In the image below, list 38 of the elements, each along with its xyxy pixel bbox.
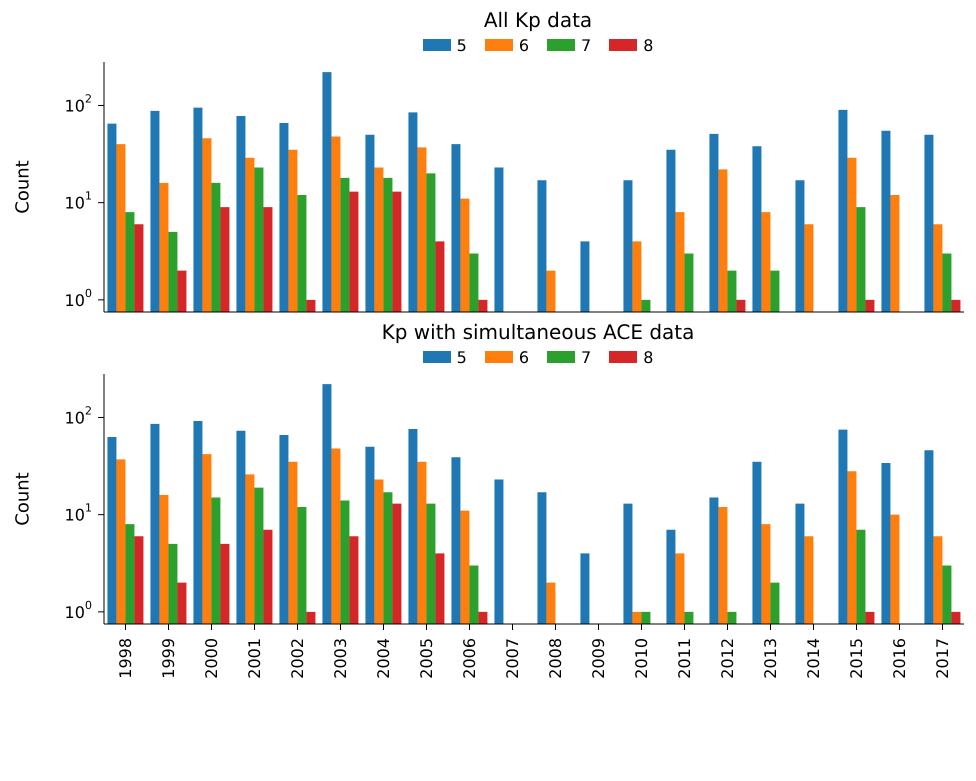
- legend-label: 7: [581, 36, 592, 54]
- y-axis-title: Count: [12, 472, 34, 526]
- legend-label: 7: [581, 348, 592, 366]
- y-tick-label: 10$^{0}$: [64, 286, 92, 310]
- chart-title: Kp with simultaneous ACE data: [380, 320, 696, 346]
- x-tick-label: 2016: [890, 638, 909, 679]
- y-tick-label: 10$^{0}$: [64, 598, 92, 622]
- x-tick-label: 2002: [288, 638, 307, 679]
- legend-label: 8: [643, 36, 654, 54]
- legend-label: 6: [518, 36, 529, 54]
- legend-label: 5: [456, 36, 467, 54]
- x-tick-label: 2006: [460, 638, 479, 679]
- x-tick-label: 2003: [331, 638, 350, 679]
- legend-label: 8: [643, 348, 654, 366]
- y-axis-title: Count: [12, 160, 34, 214]
- y-tick-label: 10$^{2}$: [64, 404, 92, 427]
- x-tick-label: 2009: [589, 638, 608, 679]
- legend-label: 6: [518, 348, 529, 366]
- x-tick-label: 2011: [675, 638, 694, 679]
- x-tick-label: 2012: [718, 638, 737, 679]
- x-tick-label: 2008: [546, 638, 565, 679]
- y-tick-label: 10$^{2}$: [64, 92, 92, 115]
- x-tick-label: 2015: [847, 638, 866, 679]
- legend-label: 5: [456, 348, 467, 366]
- y-tick-label: 10$^{1}$: [64, 502, 92, 524]
- x-tick-label: 2014: [804, 638, 823, 679]
- x-tick-label: 2005: [417, 638, 436, 679]
- x-tick-label: 2010: [632, 638, 651, 679]
- x-tick-label: 2004: [374, 638, 393, 679]
- chart-title: All Kp data: [482, 8, 594, 34]
- x-tick-label: 2013: [761, 638, 780, 679]
- x-tick-label: 1999: [159, 638, 178, 679]
- x-tick-label: 2000: [202, 638, 221, 679]
- x-tick-label: 2017: [933, 638, 952, 679]
- x-tick-label: 2001: [245, 638, 264, 679]
- y-tick-label: 10$^{1}$: [64, 190, 92, 212]
- x-tick-label: 1998: [116, 638, 135, 679]
- x-tick-label: 2007: [503, 638, 522, 679]
